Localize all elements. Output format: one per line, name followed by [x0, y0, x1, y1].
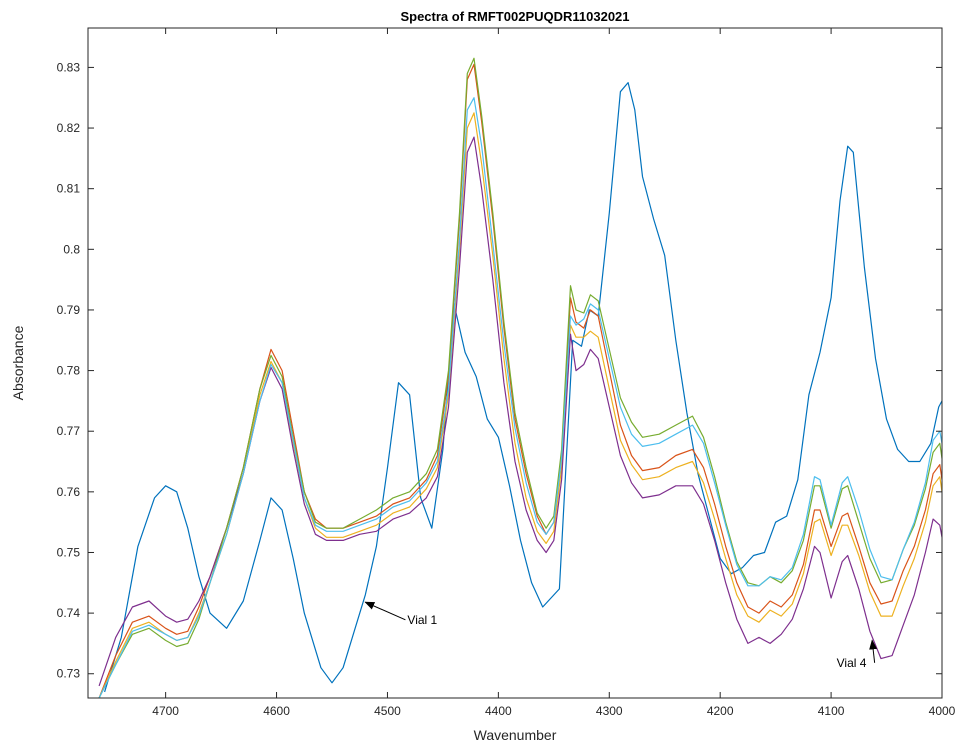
y-axis: 0.73 0.74 0.75 0.76 0.77 0.78 0.79 0.8 0.81 0.82 0…: [57, 60, 942, 681]
y-axis-title: Absorbance: [10, 325, 26, 400]
y-tick-label: 0.75: [57, 545, 81, 559]
x-axis: 4700 4600 4500 4400 4300 4200 4100 4000: [152, 28, 956, 718]
series-line-3: [98, 112, 942, 698]
plot-area-frame: [87, 27, 943, 699]
y-tick-label: 0.8: [63, 242, 80, 256]
y-tick-label: 0.76: [57, 485, 81, 499]
annotation-label-2: Vial 4: [837, 656, 867, 670]
x-tick-label: 4700: [152, 704, 179, 718]
y-tick-label: 0.83: [57, 60, 81, 74]
annotation-layer: Vial 1 Vial 4: [364, 601, 878, 670]
x-axis-title: Wavenumber: [474, 727, 557, 743]
x-tick-label: 4300: [596, 704, 623, 718]
x-tick-label: 4600: [263, 704, 290, 718]
y-tick-label: 0.73: [57, 667, 81, 681]
x-tick-label: 4200: [707, 704, 734, 718]
series-line-1: [104, 82, 942, 693]
y-tick-label: 0.77: [57, 424, 81, 438]
y-tick-label: 0.82: [57, 121, 81, 135]
plot-area-background: [88, 28, 942, 698]
annotation-label-1: Vial 1: [407, 613, 437, 627]
x-tick-label: 4100: [818, 704, 845, 718]
annotation-arrow-2: [869, 639, 878, 663]
x-tick-label: 4500: [374, 704, 401, 718]
series-layer: [98, 57, 942, 698]
y-tick-label: 0.78: [57, 364, 81, 378]
y-tick-label: 0.79: [57, 303, 81, 317]
series-line-6: [98, 97, 942, 698]
y-tick-label: 0.81: [57, 182, 81, 196]
x-tick-label: 4000: [929, 704, 956, 718]
series-line-4: [98, 136, 942, 687]
y-tick-label: 0.74: [57, 606, 81, 620]
x-tick-label: 4400: [485, 704, 512, 718]
annotation-arrow-1: [364, 601, 406, 621]
chart-title: Spectra of RMFT002PUQDR11032021: [400, 9, 629, 24]
